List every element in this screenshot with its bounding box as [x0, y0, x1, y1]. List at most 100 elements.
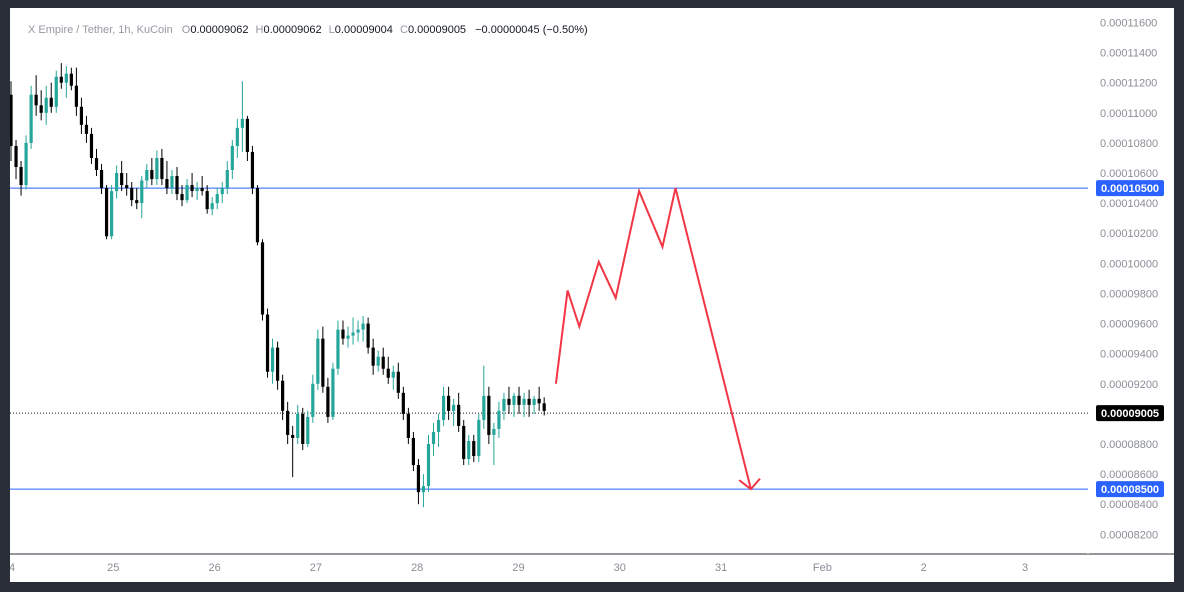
candle[interactable]	[411, 431, 415, 472]
candle[interactable]	[497, 401, 501, 438]
candle[interactable]	[235, 118, 239, 158]
candle[interactable]	[130, 182, 134, 207]
symbol-title[interactable]: X Empire / Tether, 1h, KuCoin	[28, 24, 173, 36]
candle[interactable]	[180, 185, 184, 207]
price-chart[interactable]: 0.00008200 0.00008400 0.00008600 0.00008800…	[10, 8, 1174, 582]
candle[interactable]	[517, 386, 521, 414]
candle[interactable]	[381, 347, 385, 375]
candle[interactable]	[54, 70, 58, 113]
candle[interactable]	[416, 459, 421, 505]
candle[interactable]	[396, 362, 400, 399]
candle[interactable]	[190, 173, 194, 198]
candle[interactable]	[225, 160, 229, 195]
candle[interactable]	[482, 365, 486, 429]
candle[interactable]	[507, 386, 511, 414]
candle[interactable]	[210, 197, 214, 216]
candle[interactable]	[115, 165, 119, 199]
candle[interactable]	[542, 397, 546, 416]
candle[interactable]	[346, 326, 350, 348]
candle[interactable]	[145, 163, 149, 189]
candle[interactable]	[195, 182, 199, 201]
candle[interactable]	[436, 413, 441, 447]
candle[interactable]	[431, 422, 436, 457]
candle[interactable]	[502, 392, 506, 420]
candle[interactable]	[301, 407, 305, 451]
candle[interactable]	[89, 127, 94, 164]
projection-path[interactable]	[554, 187, 752, 490]
candle[interactable]	[200, 176, 204, 196]
candle[interactable]	[275, 341, 280, 390]
candle[interactable]	[245, 115, 250, 161]
candle[interactable]	[84, 115, 89, 143]
candle[interactable]	[522, 392, 526, 417]
candle[interactable]	[140, 176, 144, 219]
candle[interactable]	[94, 148, 99, 177]
candle[interactable]	[79, 97, 84, 134]
candle[interactable]	[59, 63, 63, 89]
candle[interactable]	[64, 66, 68, 98]
candle[interactable]	[240, 81, 244, 152]
candle[interactable]	[426, 434, 431, 493]
candle[interactable]	[160, 148, 164, 186]
candle[interactable]	[311, 374, 315, 423]
candle[interactable]	[361, 316, 365, 342]
candle[interactable]	[104, 185, 109, 240]
candle[interactable]	[477, 413, 481, 463]
candle[interactable]	[14, 139, 18, 180]
candle[interactable]	[230, 139, 234, 180]
candle[interactable]	[386, 356, 390, 384]
candle[interactable]	[537, 386, 541, 411]
candle[interactable]	[39, 90, 43, 121]
candle[interactable]	[286, 401, 290, 444]
candle[interactable]	[316, 329, 320, 390]
candle[interactable]	[532, 395, 536, 414]
candle[interactable]	[99, 163, 104, 195]
candle[interactable]	[441, 386, 446, 426]
candle[interactable]	[331, 362, 335, 420]
candle[interactable]	[406, 407, 410, 444]
candle[interactable]	[150, 157, 154, 186]
candle[interactable]	[351, 317, 355, 345]
candle[interactable]	[24, 135, 28, 190]
candle[interactable]	[467, 434, 471, 466]
candle[interactable]	[291, 425, 295, 478]
candle[interactable]	[296, 404, 300, 444]
candle[interactable]	[135, 188, 139, 210]
candle[interactable]	[452, 398, 456, 426]
candle[interactable]	[265, 308, 270, 378]
candle[interactable]	[306, 410, 310, 447]
candle[interactable]	[472, 434, 476, 463]
candle[interactable]	[185, 179, 189, 204]
candle[interactable]	[527, 389, 531, 417]
candle[interactable]	[341, 320, 345, 345]
candle[interactable]	[29, 85, 33, 149]
candle[interactable]	[260, 239, 265, 321]
candle[interactable]	[326, 377, 330, 423]
candle[interactable]	[155, 150, 159, 186]
candle[interactable]	[170, 170, 174, 195]
candle[interactable]	[205, 185, 209, 214]
candle[interactable]	[281, 374, 285, 420]
candle[interactable]	[447, 386, 451, 420]
candle[interactable]	[391, 365, 395, 390]
candle[interactable]	[512, 392, 516, 417]
candle[interactable]	[175, 167, 179, 201]
candle[interactable]	[421, 474, 426, 508]
candle[interactable]	[457, 392, 461, 432]
candle[interactable]	[356, 320, 360, 342]
candle[interactable]	[371, 338, 375, 375]
candle[interactable]	[220, 182, 224, 204]
candle[interactable]	[125, 173, 129, 196]
candle[interactable]	[462, 419, 466, 466]
candle[interactable]	[250, 145, 255, 195]
candle[interactable]	[215, 188, 219, 210]
candle[interactable]	[492, 422, 496, 466]
candle[interactable]	[34, 75, 38, 116]
candle[interactable]	[69, 67, 73, 91]
candle[interactable]	[401, 386, 405, 420]
candle[interactable]	[255, 185, 260, 246]
candle[interactable]	[165, 160, 169, 195]
candle[interactable]	[49, 82, 53, 113]
candle[interactable]	[376, 350, 380, 372]
candle[interactable]	[487, 386, 491, 444]
